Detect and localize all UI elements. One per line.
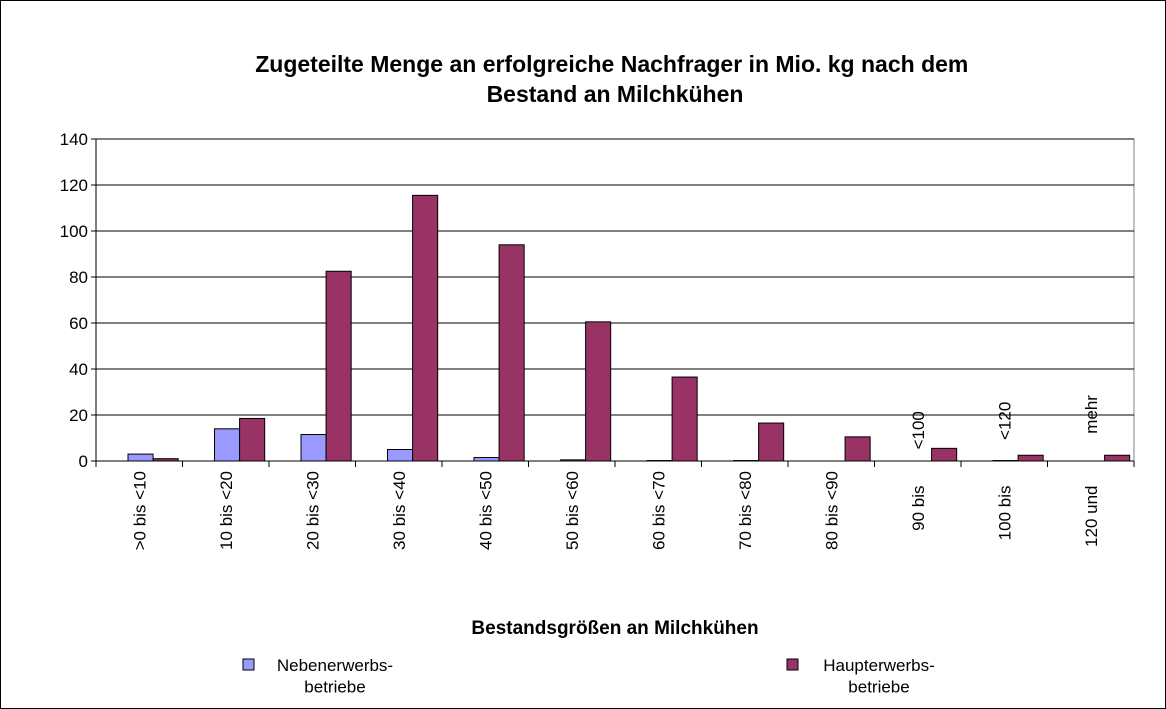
bar: [560, 459, 587, 462]
legend-swatch: [242, 658, 255, 671]
bar: [214, 428, 241, 462]
x-tick-label: 30 bis <40: [390, 471, 409, 550]
y-tick-label: 40: [69, 360, 88, 379]
bar: [758, 422, 785, 462]
bar: [127, 453, 154, 462]
x-tick-label: 60 bis <70: [649, 471, 668, 550]
x-tick-label: 80 bis <90: [822, 471, 841, 550]
y-tick-label: 80: [69, 268, 88, 287]
bar: [387, 449, 414, 462]
legend-label: Haupterwerbs-betriebe: [823, 656, 935, 696]
bar: [1104, 454, 1131, 462]
y-tick-label: 140: [60, 130, 88, 149]
bar: [671, 376, 698, 462]
x-tick-label: 70 bis <80: [736, 471, 755, 550]
x-axis-title: Bestandsgrößen an Milchkühen: [471, 618, 758, 639]
bar: [239, 417, 266, 462]
bar: [325, 270, 352, 462]
x-tick-label: 40 bis <50: [476, 471, 495, 550]
legend-swatch: [786, 658, 799, 671]
bar: [585, 321, 612, 462]
x-tick-label: 50 bis <60: [563, 471, 582, 550]
y-tick-label: 100: [60, 222, 88, 241]
bar: [931, 447, 958, 462]
chart-title: Zugeteilte Menge an erfolgreiche Nachfra…: [255, 51, 975, 107]
bar: [498, 244, 525, 462]
legend-label: Nebenerwerbs-betriebe: [277, 656, 393, 696]
y-tick-label: 120: [60, 176, 88, 195]
x-tick-label: 10 bis <20: [217, 471, 236, 550]
x-tick-label: >0 bis <10: [130, 471, 149, 550]
x-tick-label: 120 und mehr: [1082, 395, 1101, 547]
bar: [300, 434, 327, 462]
bar: [412, 194, 439, 462]
bar: [844, 436, 871, 462]
x-tick-label: 90 bis <100: [909, 411, 928, 531]
plot-area: [95, 138, 1135, 462]
x-tick-label: 20 bis <30: [303, 471, 322, 550]
y-tick-label: 20: [69, 406, 88, 425]
x-tick-label: 100 bis <120: [995, 402, 1014, 541]
bar: [473, 457, 500, 462]
bar: [1017, 454, 1044, 462]
y-tick-label: 60: [69, 314, 88, 333]
bar: [152, 458, 179, 462]
y-tick-label: 0: [79, 452, 88, 471]
